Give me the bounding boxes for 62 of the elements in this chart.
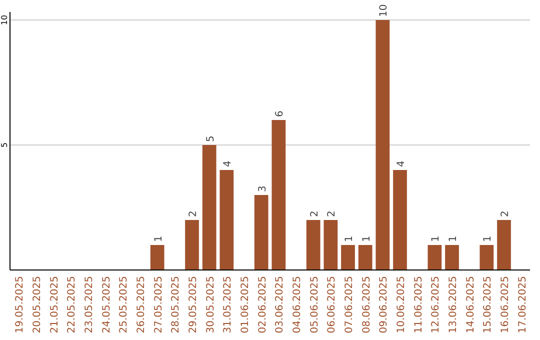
data-label: 4 <box>222 160 234 167</box>
bar <box>428 245 442 270</box>
x-tick-label: 04.06.2025 <box>292 276 303 334</box>
bar <box>306 220 320 270</box>
x-tick-label: 21.05.2025 <box>49 276 60 334</box>
bar <box>376 20 390 270</box>
data-label: 2 <box>326 210 338 217</box>
x-tick-label: 28.05.2025 <box>170 276 182 334</box>
bar <box>150 245 164 270</box>
bar <box>341 245 355 270</box>
x-tick-label: 03.06.2025 <box>274 276 286 334</box>
bar <box>445 245 459 270</box>
data-label: 1 <box>344 236 355 242</box>
data-label: 6 <box>274 110 286 117</box>
bar <box>393 170 407 270</box>
x-tick-label: 02.06.2025 <box>257 276 268 334</box>
x-tick-label: 25.05.2025 <box>118 276 130 334</box>
data-label: 4 <box>396 160 407 167</box>
x-tick-label: 09.06.2025 <box>378 276 390 334</box>
data-label: 2 <box>188 210 199 217</box>
x-tick-label: 06.06.2025 <box>326 276 338 334</box>
bar <box>272 120 286 270</box>
x-tick-label: 24.05.2025 <box>101 276 112 334</box>
data-label: 10 <box>378 4 390 17</box>
bar <box>202 145 216 270</box>
x-tick-label: 29.05.2025 <box>188 276 199 334</box>
x-tick-label: 12.06.2025 <box>430 276 442 334</box>
x-tick-label: 19.05.2025 <box>14 276 26 334</box>
data-label: 1 <box>430 236 442 242</box>
x-tick-label: 23.05.2025 <box>84 276 95 334</box>
data-label: 1 <box>448 236 459 242</box>
x-tick-label: 20.05.2025 <box>32 276 43 334</box>
x-tick-label: 05.06.2025 <box>309 276 320 334</box>
x-tick-label: 14.06.2025 <box>465 276 476 334</box>
data-label: 3 <box>257 186 268 192</box>
x-tick-label: 27.05.2025 <box>153 276 164 334</box>
x-tick-label: 30.05.2025 <box>205 276 216 334</box>
x-tick-label: 22.05.2025 <box>66 276 78 334</box>
x-tick-label: 07.06.2025 <box>344 276 355 334</box>
data-label: 1 <box>153 236 164 242</box>
data-label: 2 <box>500 210 511 217</box>
x-tick-label: 11.06.2025 <box>413 276 424 334</box>
x-tick-label: 13.06.2025 <box>448 276 459 334</box>
data-label: 1 <box>482 236 494 242</box>
x-tick-label: 26.05.2025 <box>136 276 147 334</box>
bar <box>254 195 268 270</box>
x-tick-label: 31.05.2025 <box>222 276 234 334</box>
bar <box>185 220 199 270</box>
data-label: 1 <box>361 236 372 242</box>
bar <box>324 220 338 270</box>
x-tick-label: 08.06.2025 <box>361 276 372 334</box>
x-tick-label: 16.06.2025 <box>500 276 511 334</box>
bar <box>480 245 494 270</box>
bar <box>497 220 511 270</box>
data-label: 5 <box>205 136 216 142</box>
data-label: 2 <box>309 210 320 217</box>
x-tick-label: 10.06.2025 <box>396 276 407 334</box>
x-tick-label: 17.06.2025 <box>517 276 528 334</box>
x-tick-label: 01.06.2025 <box>240 276 251 334</box>
bar <box>220 170 234 270</box>
bar <box>358 245 372 270</box>
x-tick-label: 15.06.2025 <box>482 276 494 334</box>
